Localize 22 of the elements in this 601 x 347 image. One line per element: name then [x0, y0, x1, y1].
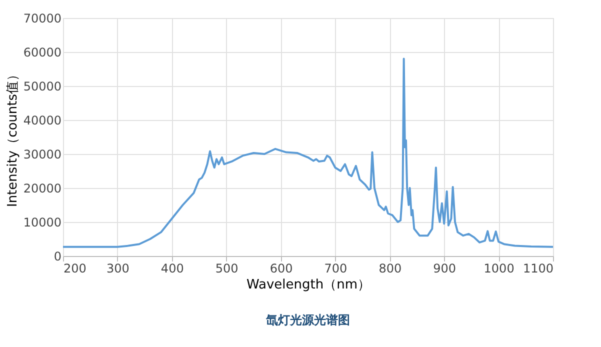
x-tick-label: 900 — [433, 262, 456, 276]
y-tick-label: 60000 — [23, 46, 62, 60]
y-tick-label: 70000 — [23, 12, 62, 26]
y-tick-label: 50000 — [23, 80, 62, 94]
line-series — [62, 58, 554, 248]
x-tick-label: 1000 — [484, 262, 514, 276]
x-tick-label: 700 — [324, 262, 348, 276]
y-tick-label: 30000 — [23, 148, 62, 162]
x-tick-label: 300 — [106, 262, 130, 276]
y-tick-label: 40000 — [23, 114, 62, 128]
x-tick-label: 200 — [64, 262, 86, 276]
text: 氙灯光源光谱图 — [265, 313, 350, 327]
x-tick-label: 400 — [160, 262, 184, 276]
y-axis-title: Intensity（counts值） — [5, 68, 20, 208]
x-tick-label: 500 — [215, 262, 238, 276]
x-tick-label: 1100 — [522, 262, 554, 276]
y-tick-label: 10000 — [23, 216, 62, 230]
y-tick-label: 20000 — [23, 182, 62, 196]
y-tick-label: 0 — [54, 250, 62, 264]
x-tick-label: 600 — [270, 262, 293, 276]
x-tick-label: 800 — [378, 262, 402, 276]
x-axis-title: Wavelength（nm） — [246, 278, 371, 292]
